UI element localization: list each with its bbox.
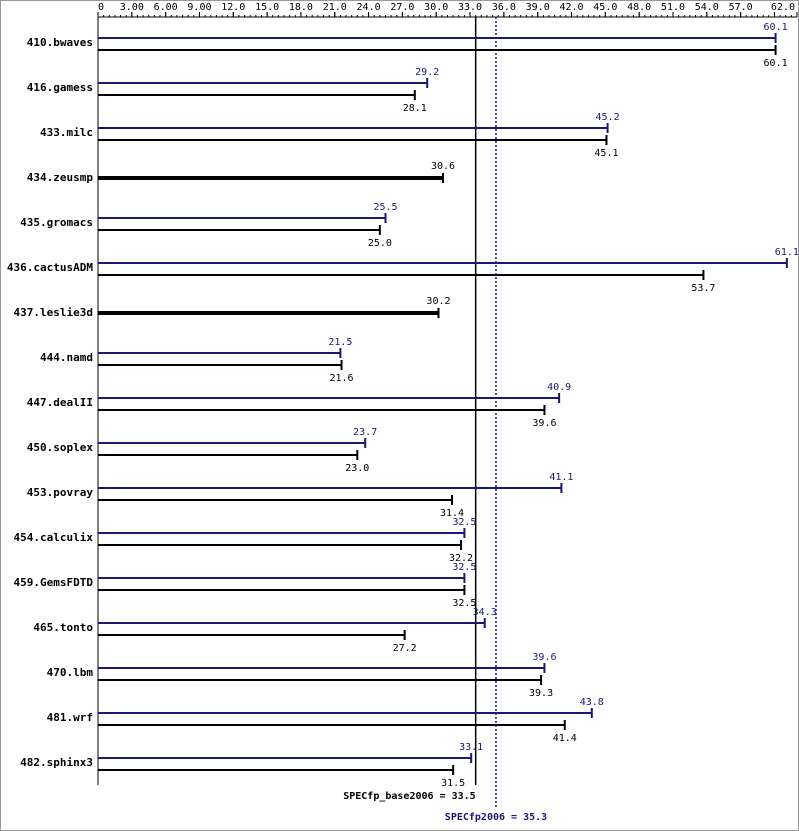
x-tick-label: 0 (98, 2, 104, 13)
category-label: 454.calculix (14, 531, 94, 544)
x-tick-label: 27.0 (390, 2, 414, 13)
x-tick-label: 6.00 (154, 2, 178, 13)
value-label: 21.5 (328, 337, 352, 348)
x-tick-label: 15.0 (255, 2, 279, 13)
value-label: 33.1 (459, 742, 483, 753)
value-label: 39.6 (532, 418, 556, 429)
value-label: 32.5 (452, 562, 476, 573)
x-tick-label: 21.0 (323, 2, 347, 13)
value-label: 30.6 (431, 161, 455, 172)
value-label: 27.2 (393, 643, 417, 654)
value-label: 40.9 (547, 382, 571, 393)
category-label: 435.gromacs (20, 216, 93, 229)
reference-label: SPECfp2006 = 35.3 (445, 812, 547, 823)
category-label: 450.soplex (27, 441, 94, 454)
value-label: 60.1 (764, 22, 788, 33)
value-label: 41.1 (549, 472, 573, 483)
x-tick-label: 18.0 (289, 2, 313, 13)
category-label: 416.gamess (27, 81, 93, 94)
value-label: 45.1 (594, 148, 618, 159)
category-label: 434.zeusmp (27, 171, 94, 184)
x-tick-label: 39.0 (526, 2, 550, 13)
value-label: 39.3 (529, 688, 553, 699)
x-tick-label: 57.0 (729, 2, 753, 13)
category-label: 470.lbm (47, 666, 94, 679)
value-label: 25.5 (373, 202, 397, 213)
category-label: 465.tonto (33, 621, 93, 634)
category-label: 459.GemsFDTD (14, 576, 94, 589)
category-label: 444.namd (40, 351, 93, 364)
value-label: 31.5 (441, 778, 465, 789)
x-tick-label: 12.0 (221, 2, 245, 13)
category-label: 453.povray (27, 486, 94, 499)
value-label: 31.4 (440, 508, 464, 519)
x-tick-label: 36.0 (492, 2, 516, 13)
value-label: 25.0 (368, 238, 392, 249)
value-label: 34.3 (473, 607, 497, 618)
value-label: 23.0 (345, 463, 369, 474)
category-label: 481.wrf (47, 711, 93, 724)
value-label: 32.2 (449, 553, 473, 564)
x-tick-label: 51.0 (661, 2, 685, 13)
value-label: 53.7 (691, 283, 715, 294)
x-tick-label: 45.0 (593, 2, 617, 13)
category-label: 447.dealII (27, 396, 93, 409)
value-label: 30.2 (426, 296, 450, 307)
value-label: 29.2 (415, 67, 439, 78)
value-label: 32.5 (452, 517, 476, 528)
reference-label: SPECfp_base2006 = 33.5 (343, 791, 475, 802)
category-label: 482.sphinx3 (20, 756, 93, 769)
x-tick-label: 42.0 (559, 2, 583, 13)
x-tick-label: 30.0 (424, 2, 448, 13)
value-label: 45.2 (596, 112, 620, 123)
category-label: 436.cactusADM (7, 261, 93, 274)
category-label: 437.leslie3d (14, 306, 93, 319)
x-tick-label: 24.0 (357, 2, 381, 13)
x-tick-label: 9.00 (187, 2, 211, 13)
value-label: 39.6 (532, 652, 556, 663)
value-label: 41.4 (553, 733, 577, 744)
value-label: 23.7 (353, 427, 377, 438)
value-label: 61.1 (775, 247, 799, 258)
x-tick-label: 54.0 (695, 2, 719, 13)
x-tick-label: 62.0 (771, 2, 795, 13)
category-label: 410.bwaves (27, 36, 93, 49)
category-label: 433.milc (40, 126, 93, 139)
value-label: 32.5 (452, 598, 476, 609)
x-tick-label: 33.0 (458, 2, 482, 13)
x-tick-label: 48.0 (627, 2, 651, 13)
value-label: 60.1 (764, 58, 788, 69)
value-label: 43.8 (580, 697, 604, 708)
value-label: 21.6 (329, 373, 353, 384)
x-tick-label: 3.00 (120, 2, 144, 13)
value-label: 28.1 (403, 103, 427, 114)
